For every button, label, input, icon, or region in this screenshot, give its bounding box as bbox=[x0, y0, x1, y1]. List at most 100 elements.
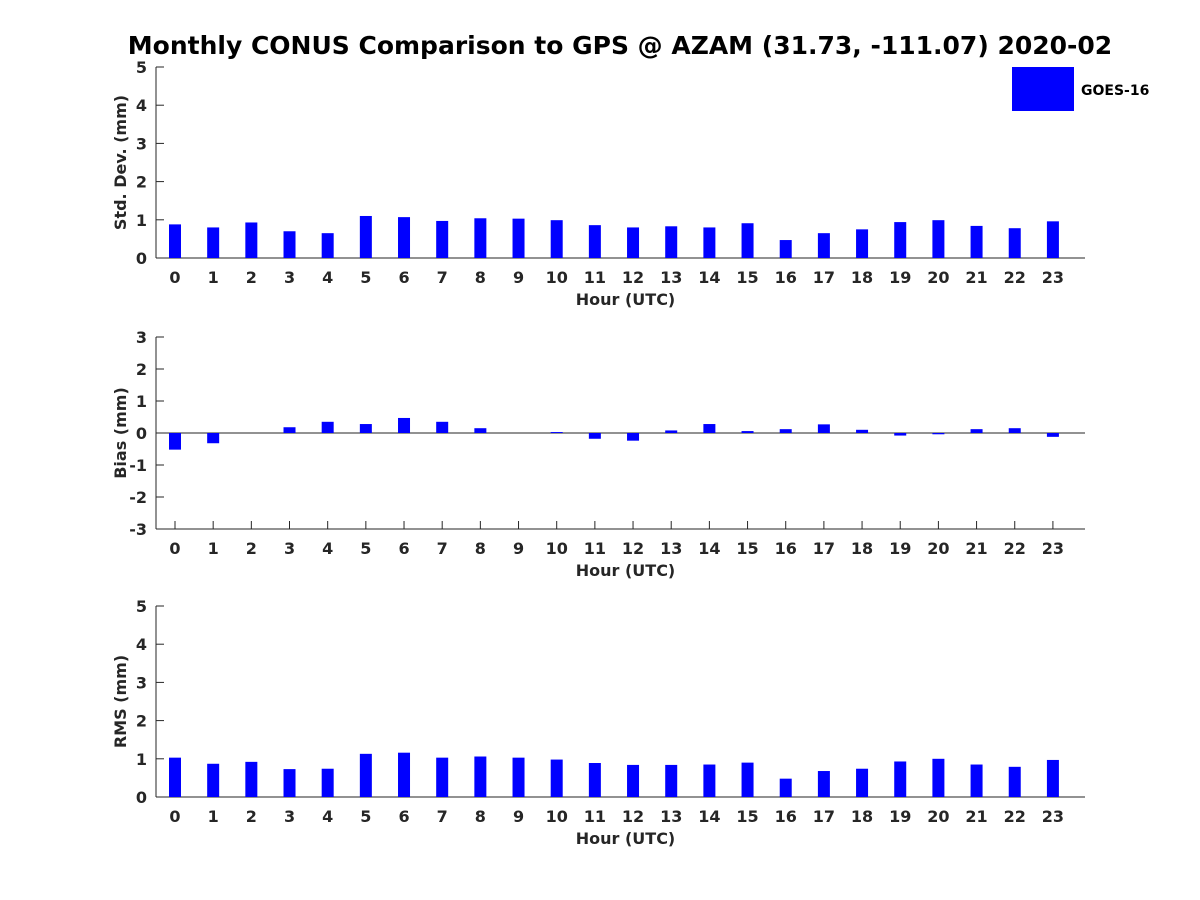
x-tick-label: 6 bbox=[398, 268, 409, 287]
x-axis-label: Hour (UTC) bbox=[576, 829, 676, 848]
bar bbox=[741, 762, 754, 797]
y-tick-label: 4 bbox=[136, 96, 147, 115]
bar bbox=[245, 222, 258, 258]
x-tick-label: 2 bbox=[246, 539, 257, 558]
y-tick-label: 2 bbox=[136, 360, 147, 379]
bar bbox=[436, 421, 449, 433]
x-tick-label: 13 bbox=[660, 807, 682, 826]
x-tick-label: 10 bbox=[546, 807, 568, 826]
bar bbox=[474, 756, 487, 797]
bar bbox=[970, 429, 983, 433]
bar bbox=[779, 778, 792, 797]
legend: GOES-16 bbox=[1012, 67, 1149, 111]
x-tick-label: 5 bbox=[360, 539, 371, 558]
x-tick-label: 0 bbox=[169, 807, 180, 826]
bar bbox=[627, 227, 640, 258]
x-tick-label: 19 bbox=[889, 807, 911, 826]
x-tick-label: 1 bbox=[208, 268, 219, 287]
x-tick-label: 10 bbox=[546, 539, 568, 558]
x-tick-label: 7 bbox=[437, 268, 448, 287]
x-tick-label: 4 bbox=[322, 807, 333, 826]
x-tick-label: 15 bbox=[736, 807, 758, 826]
x-tick-label: 14 bbox=[698, 807, 720, 826]
bar bbox=[207, 227, 220, 258]
legend-label: GOES-16 bbox=[1081, 83, 1149, 99]
y-tick-label: 1 bbox=[136, 392, 147, 411]
y-tick-label: 2 bbox=[136, 712, 147, 731]
y-tick-label: 0 bbox=[136, 788, 147, 807]
bar bbox=[627, 764, 640, 797]
bar bbox=[169, 224, 181, 258]
y-tick-label: 3 bbox=[136, 673, 147, 692]
bar bbox=[1046, 759, 1059, 797]
bar bbox=[321, 421, 334, 433]
bar bbox=[550, 220, 563, 258]
x-tick-label: 4 bbox=[322, 539, 333, 558]
bar bbox=[321, 768, 334, 797]
bar bbox=[283, 231, 296, 258]
x-tick-label: 3 bbox=[284, 807, 295, 826]
x-tick-label: 16 bbox=[775, 539, 797, 558]
x-tick-label: 20 bbox=[927, 268, 949, 287]
bar bbox=[703, 764, 716, 797]
bar bbox=[817, 771, 830, 797]
x-tick-label: 14 bbox=[698, 268, 720, 287]
x-tick-label: 10 bbox=[546, 268, 568, 287]
bar bbox=[169, 757, 181, 797]
bar bbox=[207, 433, 220, 444]
x-tick-label: 19 bbox=[889, 539, 911, 558]
x-tick-label: 8 bbox=[475, 539, 486, 558]
y-tick-label: 0 bbox=[136, 424, 147, 443]
bar bbox=[817, 233, 830, 258]
bar bbox=[283, 769, 296, 797]
bar bbox=[627, 433, 640, 441]
y-tick-label: 5 bbox=[136, 597, 147, 616]
x-tick-label: 11 bbox=[584, 539, 606, 558]
bar bbox=[550, 759, 563, 797]
bar bbox=[856, 429, 869, 433]
x-tick-label: 22 bbox=[1004, 807, 1026, 826]
bar bbox=[588, 225, 601, 258]
bar bbox=[436, 220, 449, 258]
bar bbox=[550, 432, 563, 433]
x-tick-label: 8 bbox=[475, 268, 486, 287]
bar bbox=[894, 433, 907, 436]
bar bbox=[970, 764, 983, 797]
bar bbox=[856, 768, 869, 797]
x-tick-label: 7 bbox=[437, 807, 448, 826]
bar bbox=[512, 757, 525, 797]
x-axis-label: Hour (UTC) bbox=[576, 561, 676, 580]
bar bbox=[588, 433, 601, 439]
x-tick-label: 12 bbox=[622, 268, 644, 287]
x-tick-label: 17 bbox=[813, 807, 835, 826]
bar bbox=[856, 229, 869, 258]
x-tick-label: 3 bbox=[284, 539, 295, 558]
bar bbox=[932, 758, 945, 797]
bar bbox=[894, 761, 907, 797]
bar bbox=[169, 433, 181, 450]
bar bbox=[474, 218, 487, 258]
x-tick-label: 14 bbox=[698, 539, 720, 558]
x-tick-label: 17 bbox=[813, 539, 835, 558]
y-tick-label: 3 bbox=[136, 134, 147, 153]
y-tick-label: 2 bbox=[136, 173, 147, 192]
bar bbox=[436, 757, 449, 797]
bar bbox=[474, 428, 487, 433]
bar bbox=[588, 763, 601, 797]
y-tick-label: -3 bbox=[129, 520, 147, 539]
x-tick-label: 8 bbox=[475, 807, 486, 826]
x-tick-label: 11 bbox=[584, 268, 606, 287]
x-tick-label: 4 bbox=[322, 268, 333, 287]
bar bbox=[321, 233, 334, 258]
y-tick-label: -1 bbox=[129, 456, 147, 475]
bar bbox=[779, 429, 792, 433]
legend-swatch bbox=[1012, 67, 1074, 111]
bar bbox=[703, 227, 716, 258]
x-tick-label: 9 bbox=[513, 268, 524, 287]
bar bbox=[741, 431, 754, 433]
x-tick-label: 16 bbox=[775, 807, 797, 826]
x-tick-label: 22 bbox=[1004, 268, 1026, 287]
x-axis-label: Hour (UTC) bbox=[576, 290, 676, 309]
y-tick-label: 1 bbox=[136, 750, 147, 769]
